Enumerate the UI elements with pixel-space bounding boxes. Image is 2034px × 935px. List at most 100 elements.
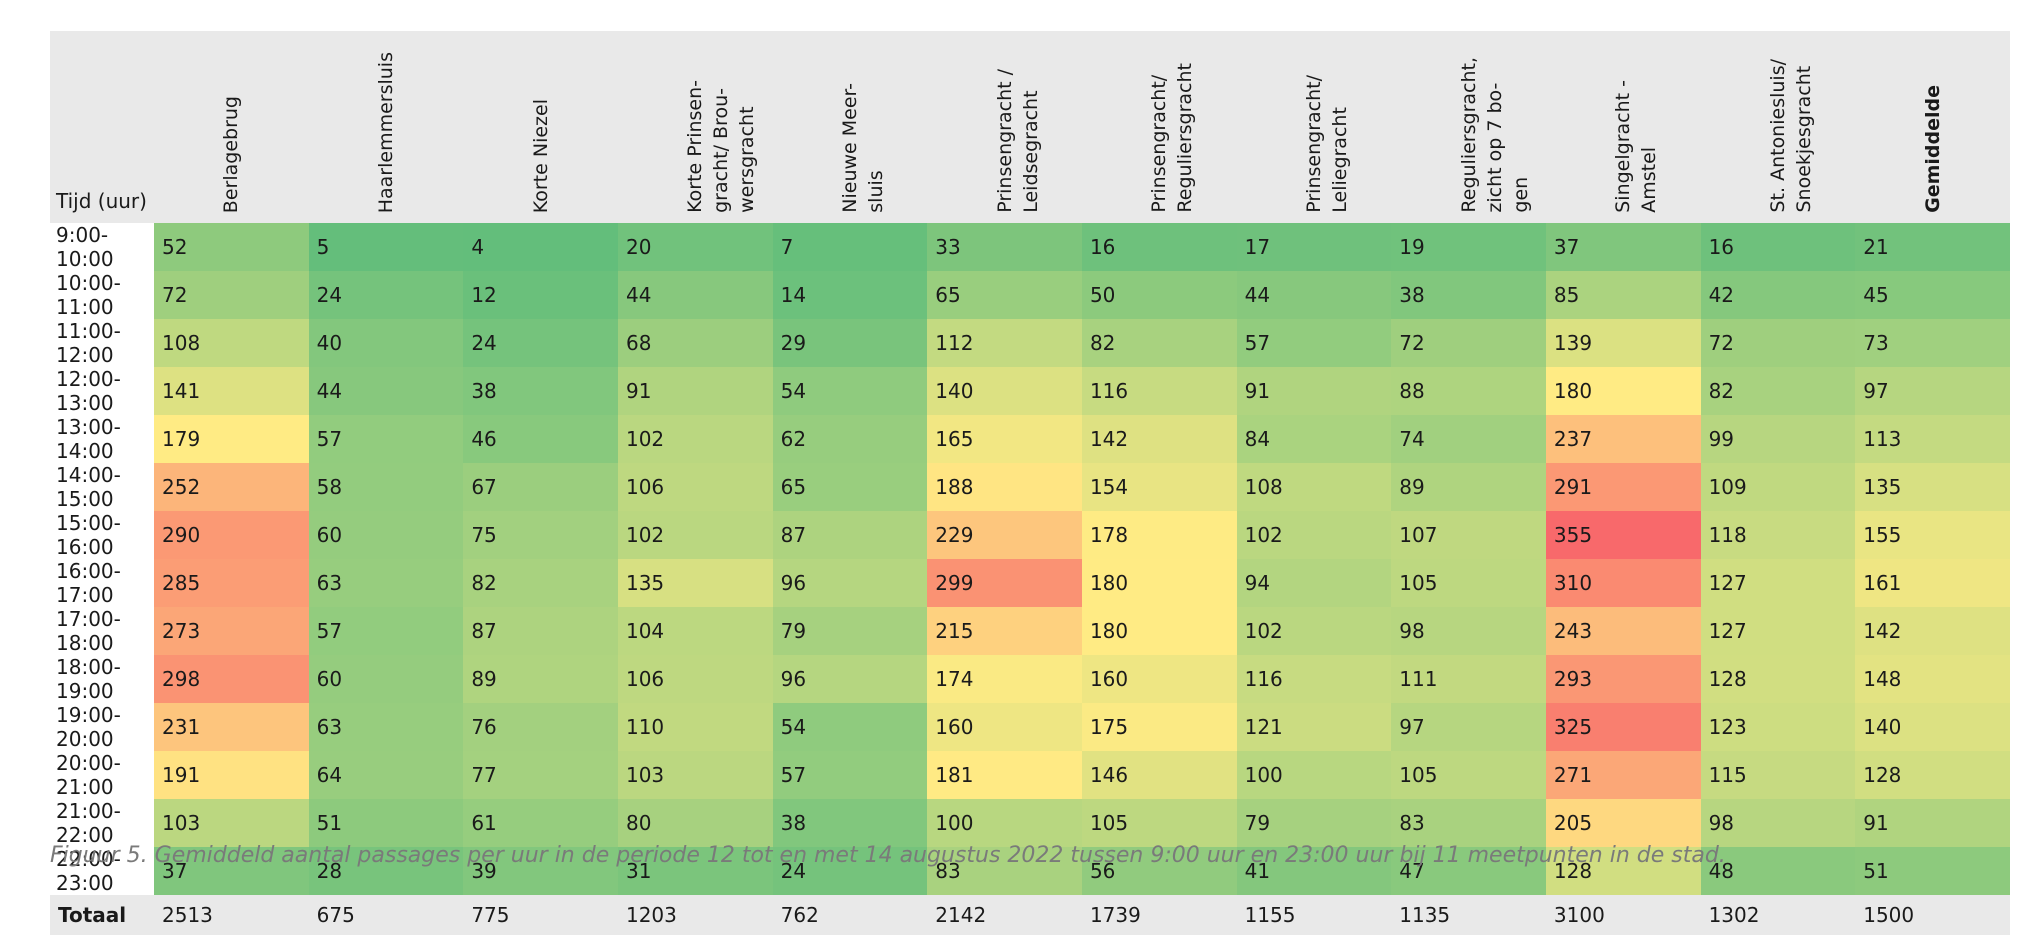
total-cell: 3100: [1545, 895, 1701, 935]
heat-cell: 50: [1081, 271, 1237, 319]
heat-cell: 271: [1545, 751, 1701, 799]
heat-cell: 65: [772, 463, 928, 511]
total-cell: 675: [308, 895, 464, 935]
heat-cell: 89: [463, 655, 618, 703]
heat-cell: 237: [1545, 415, 1701, 463]
heat-cell: 215: [927, 607, 1082, 655]
time-label: 18:00-19:00: [50, 655, 154, 703]
time-label: 11:00-12:00: [50, 319, 154, 367]
heat-cell: 106: [617, 463, 773, 511]
heat-cell: 63: [308, 559, 464, 607]
time-label: 22:00-23:00: [50, 847, 154, 895]
heat-cell: 104: [617, 607, 773, 655]
heat-cell: 63: [308, 703, 464, 751]
heat-cell: 102: [617, 511, 773, 559]
heatmap-table: Tijd (uur) Berlagebrug Haarlemmersluis Kor…: [50, 31, 2010, 935]
heat-cell: 20: [617, 223, 773, 271]
heat-cell: 16: [1700, 223, 1856, 271]
heat-cell: 51: [1855, 847, 2010, 895]
column-header-label: Gemiddelde: [1921, 85, 1944, 213]
heat-cell: 160: [1081, 655, 1237, 703]
heat-cell: 57: [772, 751, 928, 799]
heat-cell: 113: [1855, 415, 2010, 463]
column-header: Reguliersgracht, zicht op 7 bo- gen: [1391, 31, 1546, 223]
heat-cell: 64: [308, 751, 464, 799]
heat-cell: 252: [154, 463, 309, 511]
heat-cell: 116: [1236, 655, 1392, 703]
table-row: 10:00-11:00 72 24 12 44 14 65 50 44 38 85 42 45: [50, 271, 2010, 319]
table-row: 15:00-16:00 290 60 75 102 87 229 178 102 107 355 11…: [50, 511, 2010, 559]
heat-cell: 42: [1700, 271, 1856, 319]
column-header: Singelgracht - Amstel: [1545, 31, 1701, 223]
column-header: Berlagebrug: [154, 31, 309, 223]
heat-cell: 44: [617, 271, 773, 319]
heat-cell: 73: [1855, 319, 2010, 367]
heat-cell: 112: [927, 319, 1082, 367]
heat-cell: 67: [463, 463, 618, 511]
heat-cell: 146: [1081, 751, 1237, 799]
total-cell: 1135: [1391, 895, 1546, 935]
heat-cell: 72: [1391, 319, 1546, 367]
heat-cell: 98: [1700, 799, 1856, 847]
total-row: Totaal 2513 675 775 1203 762 2142 1739 1155 1135…: [50, 895, 2010, 935]
heat-cell: 100: [1236, 751, 1392, 799]
heat-cell: 165: [927, 415, 1082, 463]
heat-cell: 87: [463, 607, 618, 655]
table-row: 17:00-18:00 273 57 87 104 79 215 180 102 98 243 127…: [50, 607, 2010, 655]
heat-cell: 77: [463, 751, 618, 799]
column-header: Prinsengracht / Leidsegracht: [927, 31, 1082, 223]
time-label: 13:00-14:00: [50, 415, 154, 463]
time-label: 19:00-20:00: [50, 703, 154, 751]
heat-cell: 175: [1081, 703, 1237, 751]
heat-cell: 14: [772, 271, 928, 319]
heat-cell: 40: [308, 319, 464, 367]
heat-cell: 179: [154, 415, 309, 463]
heat-cell: 91: [1236, 367, 1392, 415]
heat-cell: 155: [1855, 511, 2010, 559]
heat-cell: 38: [1391, 271, 1546, 319]
heat-cell: 325: [1545, 703, 1701, 751]
heat-cell: 98: [1391, 607, 1546, 655]
column-header-label: Korte Niezel: [529, 98, 552, 213]
heat-cell: 56: [1081, 847, 1237, 895]
heat-cell: 51: [308, 799, 464, 847]
heat-cell: 139: [1545, 319, 1701, 367]
heat-cell: 94: [1236, 559, 1392, 607]
heat-cell: 44: [1236, 271, 1392, 319]
heat-cell: 38: [463, 367, 618, 415]
heat-cell: 180: [1081, 607, 1237, 655]
heat-cell: 52: [154, 223, 309, 271]
heat-cell: 80: [617, 799, 773, 847]
column-header: Nieuwe Meer- sluis: [772, 31, 928, 223]
heat-cell: 97: [1855, 367, 2010, 415]
heat-cell: 54: [772, 703, 928, 751]
heat-cell: 299: [927, 559, 1082, 607]
heat-cell: 273: [154, 607, 309, 655]
time-label: 17:00-18:00: [50, 607, 154, 655]
table-row: 14:00-15:00 252 58 67 106 65 188 154 108 89 291 109…: [50, 463, 2010, 511]
header-row: Tijd (uur) Berlagebrug Haarlemmersluis Kor…: [50, 31, 2010, 223]
heat-cell: 290: [154, 511, 309, 559]
heat-cell: 61: [463, 799, 618, 847]
column-header-label: Korte Prinsen- gracht/ Brou- wersgracht: [684, 80, 759, 213]
heat-cell: 142: [1081, 415, 1237, 463]
heat-cell: 28: [308, 847, 464, 895]
heat-cell: 180: [1081, 559, 1237, 607]
time-label: 14:00-15:00: [50, 463, 154, 511]
heat-cell: 293: [1545, 655, 1701, 703]
time-label: 16:00-17:00: [50, 559, 154, 607]
heat-cell: 4: [463, 223, 618, 271]
heat-cell: 116: [1081, 367, 1237, 415]
heat-cell: 44: [308, 367, 464, 415]
column-header: Prinsengracht/ Leliegracht: [1236, 31, 1392, 223]
column-header-label: Reguliersgracht, zicht op 7 bo- gen: [1457, 57, 1532, 213]
heat-cell: 41: [1236, 847, 1392, 895]
total-cell: 1155: [1236, 895, 1392, 935]
heat-cell: 355: [1545, 511, 1701, 559]
heat-cell: 160: [927, 703, 1082, 751]
row-header-label: Tijd (uur): [50, 31, 154, 223]
column-header: Prinsengracht/ Reguliersgracht: [1081, 31, 1237, 223]
table-body: 9:00-10:00 52 5 4 20 7 33 16 17 19 37 16 21 10:00-11:…: [50, 223, 2010, 895]
heat-cell: 19: [1391, 223, 1546, 271]
table-row: 18:00-19:00 298 60 89 106 96 174 160 116 111 293 12…: [50, 655, 2010, 703]
